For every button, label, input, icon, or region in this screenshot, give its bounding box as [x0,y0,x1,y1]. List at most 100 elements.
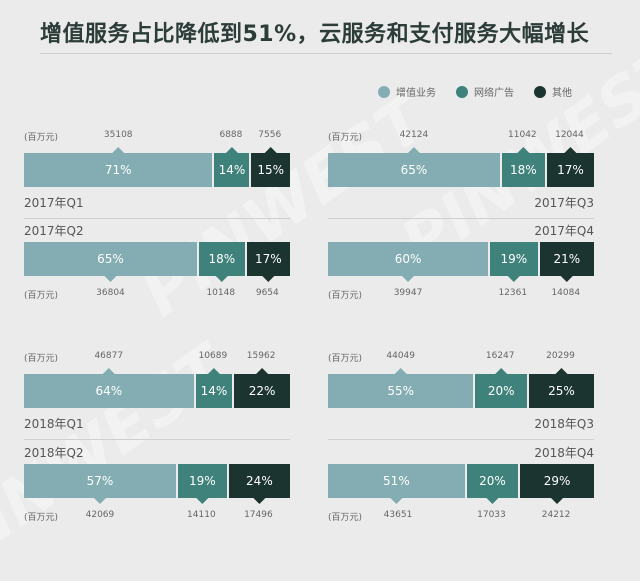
segment-percent: 20% [479,474,506,488]
segment-ads: 19% [175,464,227,504]
segment-percent: 57% [86,474,114,488]
quarter-label: 2017年Q1 [24,196,84,210]
value-labels: (百万元) 46877 10689 15962 [24,351,290,365]
segment-percent: 20% [487,384,515,398]
pointer-notch-icon [494,368,509,375]
quarter-panel: 2017年Q1 71% 14% 15% (百万元) 35108 6888 7556 [24,130,290,220]
pointer-notch-icon [554,368,569,375]
pointer-notch-icon [255,368,270,375]
pointer-notch-icon [101,368,116,375]
value-label: 20299 [546,351,575,361]
legend: 增值业务 网络广告 其他 [378,84,592,99]
legend-dot-icon [456,85,468,98]
segment-percent: 22% [248,384,276,398]
quarter-panel: 2018年Q2 57% 19% 24% (百万元) 42069 14110 17496 [24,444,290,534]
segment-other: 17% [244,242,290,282]
pointer-notch-icon [103,275,118,282]
segment-vas: 65% [24,242,197,282]
pointer-notch-icon [261,275,276,282]
segment-ads: 14% [193,368,233,408]
pointer-notch-icon [401,275,416,282]
segment-percent: 29% [543,474,571,488]
pointer-notch-icon [485,497,500,504]
value-labels: (百万元) 36804 10148 9654 [24,288,290,302]
panel-divider [328,439,594,440]
unit-label: (百万元) [328,513,363,523]
value-label: 17496 [244,510,273,520]
segment-vas: 60% [328,242,489,282]
value-label: 6888 [219,130,243,140]
value-label: 43651 [383,510,413,520]
legend-dot-icon [534,85,546,98]
pointer-notch-icon [389,497,404,504]
value-label: 9654 [255,288,279,298]
pointer-notch-icon [406,147,421,154]
value-label: 42124 [399,130,429,140]
segment-percent: 17% [254,252,282,266]
pointer-notch-icon [516,147,531,154]
pointer-notch-icon [393,368,408,375]
pointer-notch-icon [206,368,221,375]
segment-percent: 60% [394,252,422,266]
segment-ads: 20% [464,464,519,504]
quarter-panel: 2017年Q4 60% 19% 21% (百万元) 39947 12361 14084 [328,222,594,312]
segment-percent: 15% [257,163,285,177]
value-labels: (百万元) 39947 12361 14084 [328,288,594,302]
quarter-panel: 2018年Q1 64% 14% 22% (百万元) 46877 10689 15962 [24,351,290,441]
panel-divider [24,439,290,440]
segment-other: 25% [526,368,594,408]
segment-percent: 25% [548,384,575,398]
unit-label: (百万元) [24,354,59,364]
quarter-label: 2017年Q3 [534,196,594,210]
unit-label: (百万元) [328,133,363,143]
unit-label: (百万元) [328,354,363,364]
quarter-panel: 2018年Q3 55% 20% 25% (百万元) 44049 16247 20299 [328,351,594,441]
quarter-label: 2018年Q2 [24,446,84,460]
segment-percent: 19% [189,474,216,488]
segment-percent: 71% [104,163,132,177]
value-label: 14084 [551,288,581,298]
quarter-label: 2017年Q4 [534,224,594,238]
value-label: 7556 [258,130,282,140]
legend-label: 网络广告 [474,88,514,99]
pointer-notch-icon [506,275,521,282]
value-label: 24212 [541,510,571,520]
value-label: 10689 [198,351,228,361]
value-label: 11042 [508,130,537,140]
pointer-notch-icon [92,497,107,504]
quarter-label: 2017年Q2 [24,224,84,238]
value-label: 15962 [246,351,276,361]
unit-label: (百万元) [328,291,363,301]
segment-percent: 18% [510,163,537,177]
segment-vas: 57% [24,464,176,504]
value-label: 17033 [477,510,506,520]
segment-percent: 51% [383,474,410,488]
segment-other: 24% [226,464,290,504]
segment-other: 29% [518,464,594,504]
panel-divider [328,218,594,219]
value-label: 16247 [485,351,515,361]
segment-vas: 51% [328,464,465,504]
unit-label: (百万元) [24,513,59,523]
segment-ads: 20% [473,368,527,408]
value-label: 12044 [555,130,584,140]
segment-other: 15% [249,147,290,187]
legend-label: 其他 [552,88,572,99]
value-labels: (百万元) 42069 14110 17496 [24,510,290,524]
segment-other: 21% [537,242,594,282]
legend-item-other: 其他 [534,84,572,99]
quarter-label: 2018年Q1 [24,417,84,431]
segment-percent: 19% [500,252,528,266]
value-labels: (百万元) 43651 17033 24212 [328,510,594,524]
stacked-bar: 57% 19% 24% [24,464,290,504]
segment-vas: 71% [24,147,213,187]
value-label: 12361 [498,288,528,298]
segment-percent: 14% [218,163,246,177]
legend-item-vas: 增值业务 [378,84,436,99]
value-label: 39947 [393,288,423,298]
stacked-bar: 65% 18% 17% [328,147,594,187]
value-label: 36804 [96,288,125,298]
segment-percent: 55% [387,384,415,398]
pointer-notch-icon [563,147,578,154]
unit-label: (百万元) [24,291,59,301]
